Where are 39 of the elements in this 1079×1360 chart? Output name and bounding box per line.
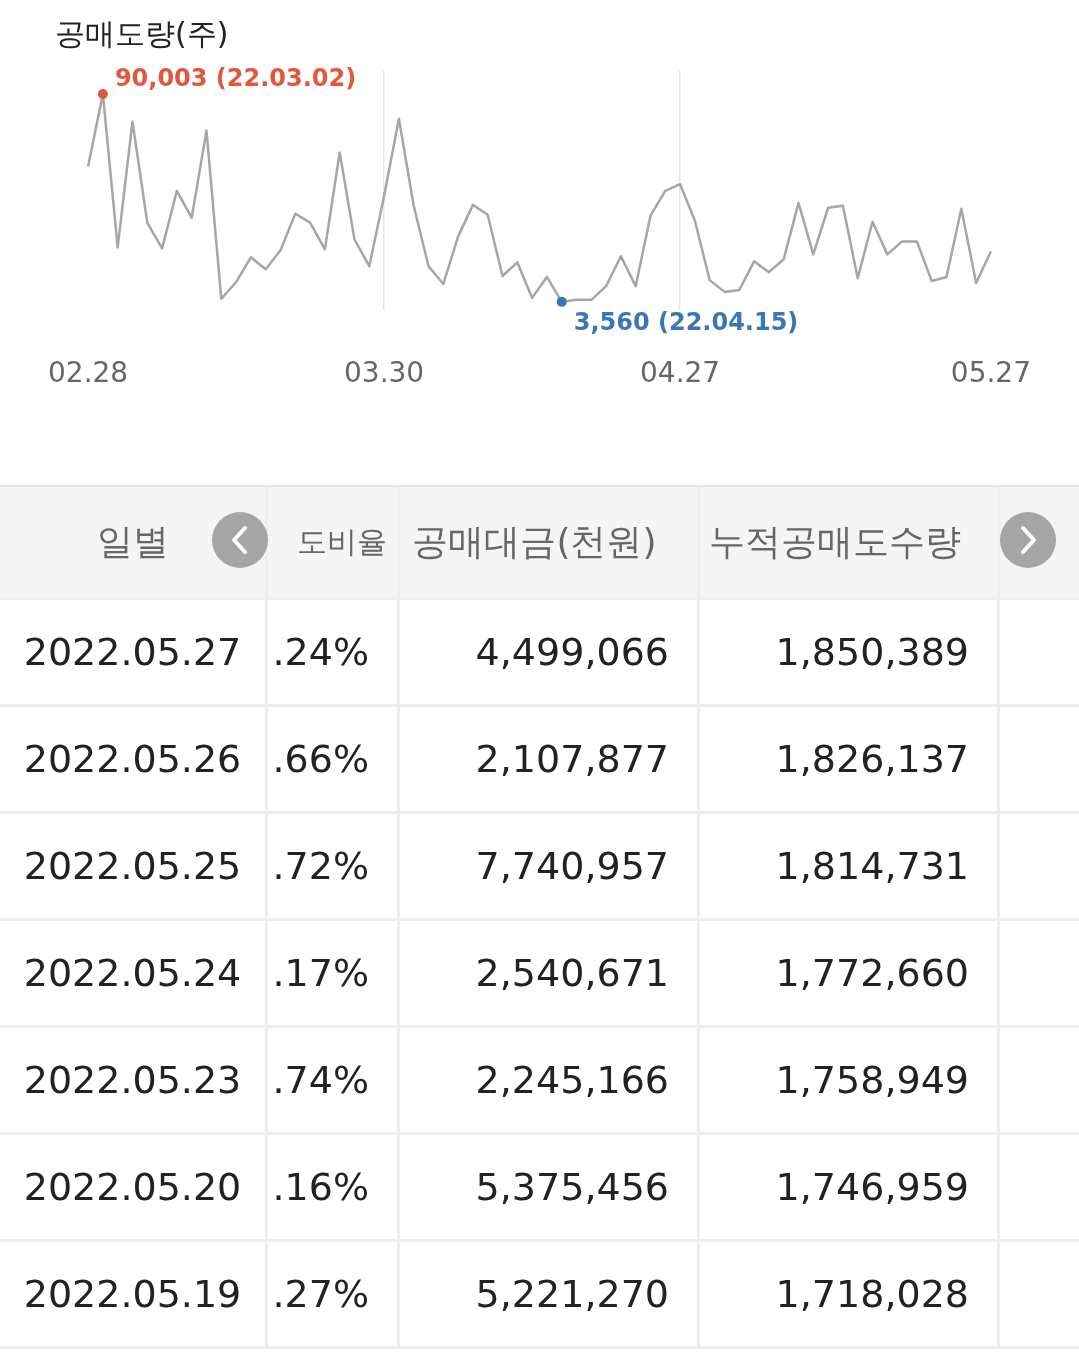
data-label: 3,560 (22.04.15) [573, 308, 799, 337]
text: 2022.05.25 [0, 814, 268, 918]
x-tick-label: 03.30 [344, 356, 425, 390]
text: 2022.05.19 [0, 1242, 268, 1346]
text: .66% [268, 707, 400, 811]
text: 1,746,959 [700, 1135, 1000, 1239]
text: 7,740,957 [400, 814, 700, 918]
chart-title: 공매도량(주) [55, 15, 229, 53]
text: .27% [268, 1242, 400, 1346]
text: .17% [268, 921, 400, 1025]
text: 1,758,949 [700, 1028, 1000, 1132]
text: .16% [268, 1135, 400, 1239]
text: 1,814,731 [700, 814, 1000, 918]
text: 1,718,028 [700, 1242, 1000, 1346]
text: 2022.05.27 [0, 600, 268, 704]
text: .74% [268, 1028, 400, 1132]
text: .72% [268, 814, 400, 918]
data-label: 90,003 (22.03.02) [114, 64, 357, 93]
text: 2022.05.26 [0, 707, 268, 811]
text: 도비율 [268, 487, 400, 597]
text: 2022.05.20 [0, 1135, 268, 1239]
x-tick-label: 04.27 [640, 356, 721, 390]
text: 2,245,166 [400, 1028, 700, 1132]
text: 누적공매도수량 [700, 487, 1000, 597]
text: 4,499,066 [400, 600, 700, 704]
text: 5,375,456 [400, 1135, 700, 1239]
x-tick-label: 05.27 [950, 356, 1032, 390]
text: 공매대금(천원) [400, 487, 700, 597]
text: 1,850,389 [700, 600, 1000, 704]
text: 2022.05.24 [0, 921, 268, 1025]
text: 2,107,877 [400, 707, 700, 811]
text: 2022.05.23 [0, 1028, 268, 1132]
text: 1,772,660 [700, 921, 1000, 1025]
text: 일별 [0, 487, 268, 597]
text: 2,540,671 [400, 921, 700, 1025]
text: 1,826,137 [700, 707, 1000, 811]
x-tick-label: 02.28 [47, 356, 129, 390]
text: 5,221,270 [400, 1242, 700, 1346]
text: .24% [268, 600, 400, 704]
